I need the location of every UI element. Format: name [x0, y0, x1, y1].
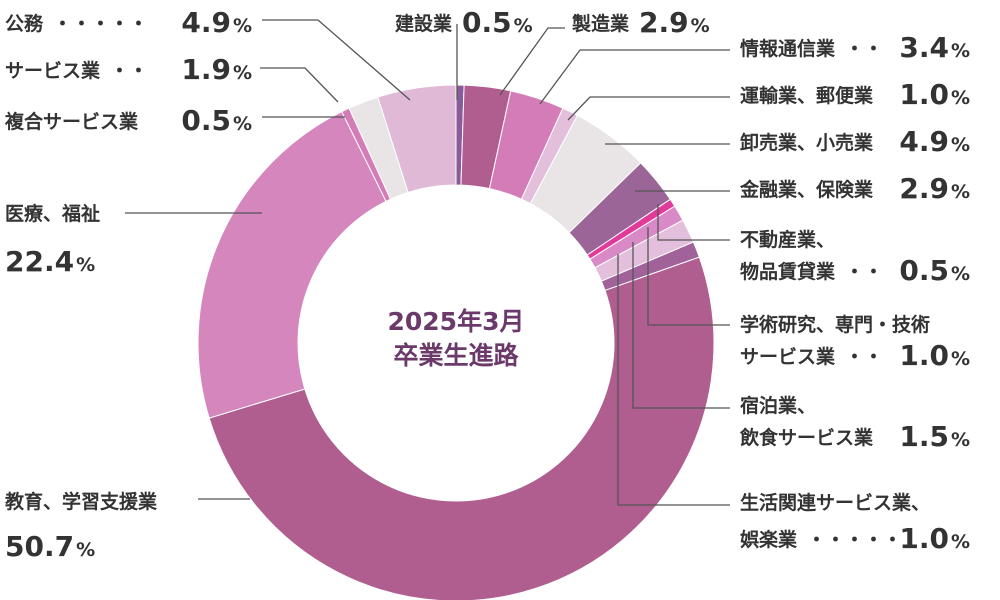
leader-line [499, 27, 565, 96]
slice-label: 金融業、保険業 [739, 178, 874, 201]
slice-label: サービス業 [5, 59, 101, 82]
slice-value: 1.0% [899, 339, 970, 372]
slice-label: 不動産業、 [740, 228, 835, 251]
donut-slice [208, 256, 715, 600]
slice-label: 情報通信業 [740, 37, 836, 60]
slice-label: 運輸業、郵便業 [740, 84, 874, 107]
slice-label: 生活関連サービス業、 [740, 491, 930, 514]
slice-label-dots: ・・ [845, 261, 883, 283]
chart-title-line-2: 卒業生進路 [393, 341, 519, 370]
slice-label: 製造業 [571, 12, 630, 35]
leader-line [647, 227, 730, 326]
donut-slice [377, 84, 457, 194]
leader-line [262, 19, 411, 101]
chart-title-line-1: 2025年3月 [388, 307, 525, 336]
slice-value: 1.0% [899, 522, 970, 555]
slice-label: 卸売業、小売業 [740, 131, 874, 154]
slice-label: 宿泊業、 [740, 394, 816, 417]
leader-line [632, 242, 730, 409]
slice-value: 3.4% [899, 31, 970, 64]
slice-label: サービス業 [740, 345, 836, 368]
slice-label-dots: ・・ [845, 38, 883, 60]
slice-value: 1.9% [181, 53, 252, 86]
slice-value: 4.9% [181, 6, 252, 39]
slice-label-dots: ・・・・・ [807, 529, 902, 551]
slice-label-dots: ・・ [110, 60, 148, 82]
slice-value: 1.0% [899, 78, 970, 111]
slice-value: 22.4% [5, 245, 95, 278]
leader-line [567, 96, 730, 121]
donut-slices [197, 84, 715, 600]
slice-value: 0.5% [181, 104, 252, 137]
slice-label: 物品賃貸業 [740, 260, 836, 283]
slice-label: 建設業 [395, 12, 453, 35]
slice-label: 複合サービス業 [4, 110, 139, 133]
slice-label: 公務 [5, 12, 44, 35]
slice-label: 娯楽業 [740, 528, 798, 551]
slice-value: 2.9% [899, 172, 970, 205]
slice-value: 0.5% [462, 6, 533, 39]
slice-label-dots: ・・ [845, 346, 883, 368]
leader-line [539, 49, 730, 105]
leader-line [657, 204, 730, 241]
leader-line [260, 67, 339, 103]
slice-label: 飲食サービス業 [739, 426, 874, 449]
slice-value: 0.5% [899, 254, 970, 287]
slice-value: 1.5% [899, 420, 970, 453]
slice-label: 医療、福祉 [5, 202, 100, 225]
slice-value: 2.9% [639, 6, 710, 39]
leader-line [617, 254, 730, 506]
slice-labels: 建設業 0.5% 製造業 2.9 %情報通信業 ・・ 3.4 %運輸業、郵便業 1.0 %卸売業、… [4, 6, 970, 563]
slice-label: 学術研究、専門・技術 [740, 313, 930, 336]
slice-label: 教育、学習支援業 [5, 490, 158, 513]
leader-lines [125, 19, 730, 506]
donut-slice [197, 110, 387, 419]
slice-value: 50.7% [5, 530, 95, 563]
slice-value: 4.9% [899, 125, 970, 158]
slice-label-dots: ・・・・・ [53, 13, 148, 35]
